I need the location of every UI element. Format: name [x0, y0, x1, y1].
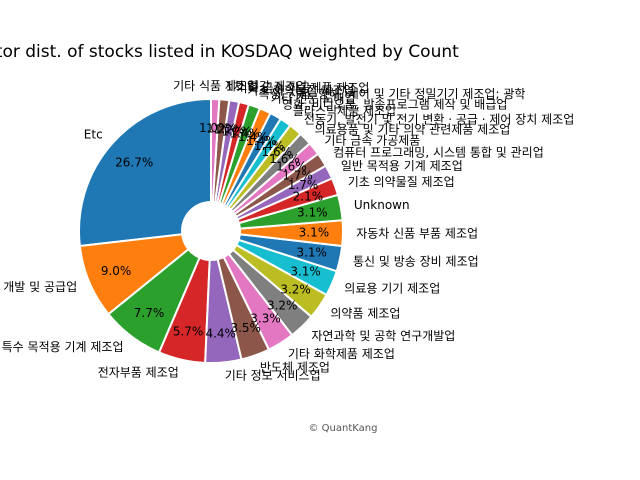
- slice-percent-label: 7.7%: [134, 306, 165, 320]
- slice-category-label: 의료용품 및 기타 의약 관련제품 제조업: [315, 121, 511, 136]
- slice-percent-label: 1.2%: [214, 123, 245, 137]
- slice-percent-label: 3.2%: [280, 283, 311, 297]
- slice-percent-label: 1.4%: [254, 139, 285, 153]
- slice-category-label: 1차 철강 제조업: [226, 80, 308, 94]
- slice-category-label: 측정, 시험, 항해, 제어 및 기타 정밀기기 제조업; 광학: [259, 87, 526, 101]
- slice-percent-label: 1.4%: [246, 134, 277, 148]
- slice-percent-label: 1.2%: [221, 124, 252, 138]
- slice-category-label: 통신 및 방송 장비 제조업: [353, 255, 479, 269]
- slice-category-label: 영화, 비디오물, 방송프로그램 제작 및 배급업: [282, 97, 507, 111]
- donut-hole: [181, 201, 241, 261]
- pie-slice: [78, 97, 212, 248]
- pie-slice: [210, 97, 221, 232]
- slice-percent-label: 3.1%: [297, 206, 328, 220]
- slice-percent-label: 1.4%: [238, 130, 269, 144]
- percent-labels: 26.7%9.0%7.7%5.7% 4.4%3.5%3.3%3.2%3.2%3.1…: [101, 121, 329, 340]
- slice-category-label: Etc: [84, 127, 103, 141]
- slice-category-label: Unknown: [354, 198, 410, 212]
- slice-percent-label: 5.7%: [173, 324, 204, 338]
- slice-percent-label: 2.1%: [293, 189, 324, 203]
- slice-percent-label: 3.1%: [299, 226, 330, 240]
- slice-category-label: 플라스틱제품 제조업: [293, 104, 396, 118]
- chart-title: Sector dist. of stocks listed in KOSDAQ …: [0, 42, 459, 62]
- slice-category-label: 일반 목적용 기계 제조업: [341, 159, 463, 173]
- slice-category-label: 특수 목적용 기계 제조업: [2, 340, 124, 354]
- slice-percent-label: 3.1%: [296, 246, 327, 260]
- slice-category-label: 의약품 제조업: [330, 306, 400, 321]
- slice-percent-label: 3.5%: [230, 321, 261, 335]
- slice-percent-label: 3.1%: [290, 265, 321, 279]
- slice-category-label: 전동기, 발전기 및 전기 변환 · 공급 · 제어 장치 제조업: [304, 112, 574, 126]
- slice-percent-label: 1.2%: [206, 122, 237, 136]
- slice-category-label: 전자부품 제조업: [98, 366, 179, 380]
- slice-percent-label: 26.7%: [115, 155, 153, 169]
- slice-percent-label: 3.3%: [250, 311, 281, 325]
- slice-category-label: 의료용 기기 제조업: [344, 282, 440, 296]
- slice-percent-label: 1.4%: [230, 127, 261, 141]
- slice-percent-label: 4.4%: [205, 327, 236, 341]
- slice-category-label: 기타 금속 가공제품: [324, 133, 420, 147]
- slice-category-label: 자동차 신품 부품 제조업: [356, 226, 478, 240]
- slice-percent-label: 1.0%: [199, 121, 230, 135]
- slice-percent-label: 3.2%: [267, 298, 298, 312]
- slice-category-label: 소프트웨어 개발 및 공급업: [0, 280, 77, 294]
- slice-category-label: 기초 의약물질 제조업: [348, 174, 455, 189]
- slice-category-label: 컴퓨터 프로그래밍, 시스템 통합 및 관리업: [333, 146, 544, 160]
- slice-category-label: 기타 정보 서비스업: [225, 369, 321, 383]
- slice-category-label: 기타 화학제품 제조업: [288, 347, 395, 361]
- slice-percent-label: 1.6%: [276, 160, 307, 174]
- slice-category-label: 기타 식품 제조업: [173, 79, 258, 93]
- slice-percent-label: 1.7%: [288, 178, 319, 192]
- slice-percent-label: 9.0%: [101, 264, 132, 278]
- pie-slices: [78, 97, 344, 364]
- slice-category-label: 기타 전문 도매업: [271, 92, 356, 106]
- slice-category-label: 반도체 제조업: [260, 361, 330, 375]
- slice-category-label: 기초 화학물질 제조업: [247, 83, 354, 97]
- slice-percent-label: 1.7%: [282, 168, 313, 182]
- slice-percent-label: 1.6%: [269, 152, 300, 166]
- slice-category-label: 기타 금속 가공제품 제조업: [237, 81, 370, 95]
- credit-text: © QuantKang: [309, 423, 378, 434]
- slice-percent-label: 1.6%: [262, 145, 293, 159]
- slice-category-label: 자연과학 및 공학 연구개발업: [311, 329, 455, 343]
